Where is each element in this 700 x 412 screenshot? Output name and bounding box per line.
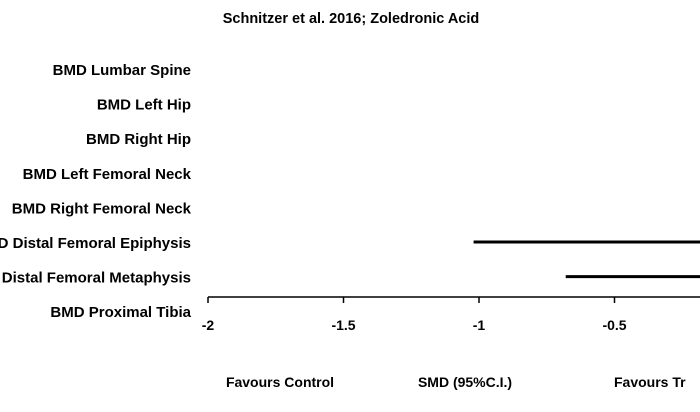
row-label: BMD Distal Femoral Epiphysis <box>0 235 191 252</box>
x-axis-label: SMD (95%C.I.) <box>418 374 512 390</box>
x-tick-label: -2 <box>202 317 215 333</box>
x-tick-label: -1 <box>473 317 486 333</box>
row-label: BMD Lumbar Spine <box>53 62 191 79</box>
favours-treatment-label: Favours Tr <box>614 374 686 390</box>
x-tick-label: -0.5 <box>602 317 626 333</box>
x-tick-label: -1.5 <box>331 317 355 333</box>
row-label: BMD Distal Femoral Metaphysis <box>0 270 191 287</box>
row-label: BMD Proximal Tibia <box>50 304 191 321</box>
chart-title: Schnitzer et al. 2016; Zoledronic Acid <box>223 11 480 27</box>
favours-control-label: Favours Control <box>226 374 334 390</box>
row-label: BMD Left Femoral Neck <box>23 166 192 183</box>
row-label: BMD Right Femoral Neck <box>12 200 192 217</box>
x-axis: -2-1.5-1-0.500.511.5 <box>202 296 700 333</box>
row-label: BMD Left Hip <box>97 97 191 114</box>
row-label: BMD Right Hip <box>86 131 191 148</box>
rows-group: BMD Lumbar Spine2.25 (0BMD Left Hip1.61 … <box>0 62 700 321</box>
